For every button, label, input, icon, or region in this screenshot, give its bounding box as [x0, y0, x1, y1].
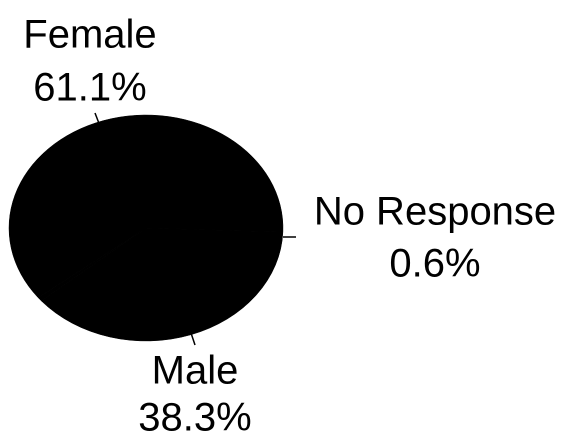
value-label: 61.1% — [33, 66, 146, 110]
slice-label: Male — [152, 349, 239, 393]
pie-slice — [8, 114, 284, 298]
leader-line — [189, 329, 196, 346]
value-label: 0.6% — [389, 242, 480, 286]
slice-label: No Response — [314, 190, 556, 234]
value-label: 38.3% — [138, 396, 251, 438]
slice-label: Female — [23, 13, 156, 57]
pie-slice — [37, 227, 147, 302]
leader-line — [94, 112, 101, 127]
